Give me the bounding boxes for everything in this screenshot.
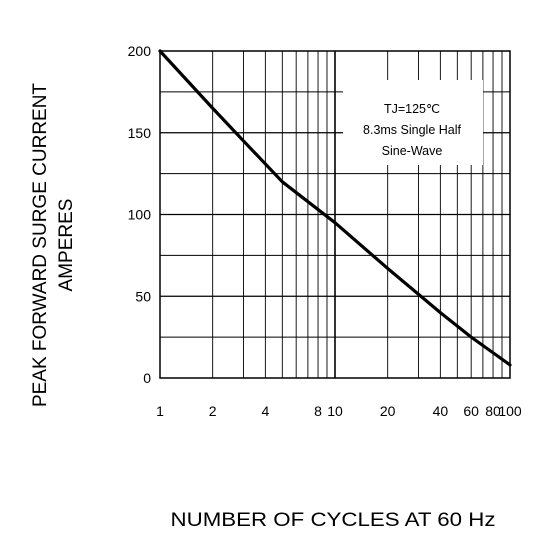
x-tick-label: 40 — [433, 403, 449, 419]
x-tick-label: 2 — [209, 403, 217, 419]
series-line — [158, 49, 512, 367]
x-tick-label: 80 — [485, 403, 501, 419]
annotation-line-waveform: Sine-Wave — [382, 144, 443, 158]
annotation-box: TJ=125℃ 8.3ms Single Half Sine-Wave — [343, 80, 483, 165]
annotation-line-junction-temp: TJ=125℃ — [384, 102, 440, 116]
y-tick-label: 150 — [128, 125, 152, 141]
x-tick-label: 1 — [156, 403, 164, 419]
x-tick-label: 20 — [380, 403, 396, 419]
x-tick-label: 10 — [327, 403, 343, 419]
y-axis-title-line-1: PEAK FORWARD SURGE CURRENT — [30, 83, 51, 407]
annotation-line-pulse: 8.3ms Single Half — [363, 123, 461, 137]
y-tick-labels: 0 50 100 150 200 — [128, 43, 152, 386]
x-tick-label: 60 — [463, 403, 479, 419]
y-axis-title-line-2: AMPERES — [56, 199, 77, 292]
x-axis-title: NUMBER OF CYCLES AT 60 Hz — [171, 510, 496, 531]
x-tick-label: 4 — [261, 403, 269, 419]
x-tick-label: 100 — [498, 403, 522, 419]
y-tick-label: 0 — [143, 370, 151, 386]
plot-frame — [159, 50, 511, 379]
x-tick-label: 8 — [314, 403, 322, 419]
y-tick-label: 100 — [128, 207, 152, 223]
y-tick-label: 200 — [128, 43, 152, 59]
y-tick-label: 50 — [135, 288, 151, 304]
annotation-background — [343, 80, 483, 165]
